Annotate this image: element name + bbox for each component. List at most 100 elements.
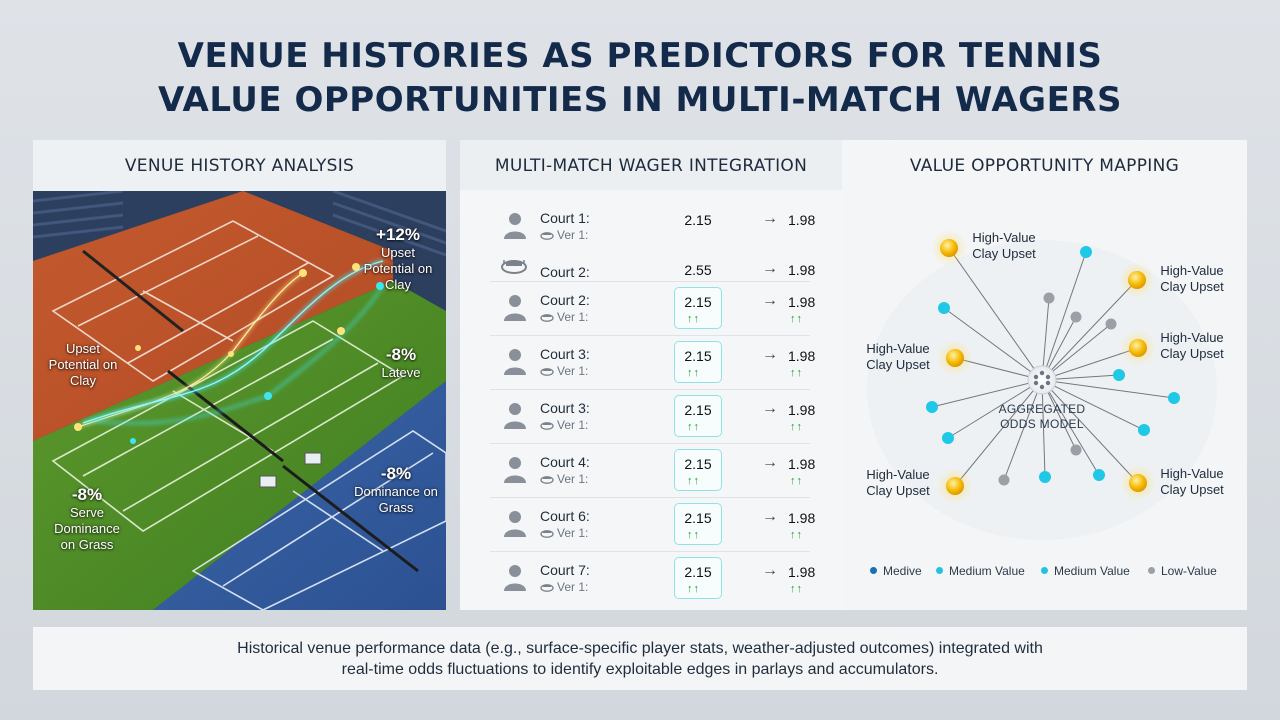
court-label: Court 1: bbox=[540, 210, 590, 226]
network-link bbox=[1041, 251, 1087, 381]
wager-row[interactable]: Court 3: Ver 1: ↑↑ ↑↑ 2.15 → 1.98 bbox=[490, 389, 815, 443]
annotation-value: -8% bbox=[71, 485, 103, 504]
low-value-node[interactable] bbox=[1070, 444, 1082, 456]
network-link bbox=[1041, 379, 1139, 484]
wager-row[interactable]: Court 2: 2.55 → 1.98 bbox=[490, 244, 815, 298]
medium-value-node[interactable] bbox=[1039, 471, 1051, 483]
hub-label: AGGREGATED ODDS MODEL bbox=[977, 402, 1107, 432]
high-value-node[interactable] bbox=[1120, 330, 1156, 366]
trend-up-icon: ↑↑ bbox=[687, 529, 700, 541]
opening-odds: 2.15 bbox=[684, 402, 712, 418]
arrow-right-icon: → bbox=[762, 292, 778, 309]
version-text: Ver 1: bbox=[557, 310, 589, 324]
odds-highlight-box[interactable] bbox=[674, 449, 722, 491]
legend-label: Medium Value bbox=[1054, 564, 1130, 578]
hub-label-line-2: ODDS MODEL bbox=[1000, 417, 1084, 431]
wager-row[interactable]: Court 3: Ver 1: ↑↑ ↑↑ 2.15 → 1.98 bbox=[490, 335, 815, 389]
person-icon bbox=[504, 510, 526, 538]
legend-label: Low-Value bbox=[1161, 564, 1217, 578]
wager-row[interactable]: Court 6: Ver 1: ↑↑ ↑↑ 2.15 → 1.98 bbox=[490, 497, 815, 551]
current-odds: 1.98 bbox=[788, 564, 816, 580]
network-link bbox=[1041, 379, 1046, 478]
court-label: Court 7: bbox=[540, 562, 590, 578]
trend-up-icon: ↑↑ bbox=[687, 475, 700, 487]
low-value-node[interactable] bbox=[1070, 311, 1082, 323]
wager-row[interactable]: Court 4: Ver 1: ↑↑ ↑↑ 2.15 → 1.98 bbox=[490, 443, 815, 497]
stadium-icon bbox=[540, 419, 554, 430]
odds-highlight-box[interactable] bbox=[674, 341, 722, 383]
arrow-right-icon: → bbox=[762, 260, 778, 277]
current-odds: 1.98 bbox=[788, 456, 816, 472]
legend-item: Low-Value bbox=[1148, 564, 1217, 578]
stadium-icon bbox=[540, 581, 554, 592]
annotation-text: Lateve bbox=[381, 365, 421, 380]
footer-line-2: real-time odds fluctuations to identify … bbox=[341, 661, 939, 678]
annotation-value: -8% bbox=[385, 345, 417, 364]
version-label: Ver 1: bbox=[540, 526, 588, 540]
legend-dot-icon bbox=[1041, 567, 1048, 574]
low-value-node[interactable] bbox=[998, 474, 1010, 486]
odds-highlight-box[interactable] bbox=[674, 503, 722, 545]
stadium-icon bbox=[540, 229, 554, 240]
trend-up-icon: ↑↑ bbox=[687, 421, 700, 433]
medium-value-node[interactable] bbox=[926, 401, 938, 413]
stadium-icon bbox=[540, 473, 554, 484]
medium-value-node[interactable] bbox=[1168, 392, 1180, 404]
high-value-node[interactable] bbox=[931, 230, 967, 266]
annotation-text: Upset Potential on Clay bbox=[363, 245, 433, 292]
current-odds: 1.98 bbox=[788, 348, 816, 364]
value-mapping-heading: VALUE OPPORTUNITY MAPPING bbox=[909, 156, 1180, 176]
node-label-high-value: High-Value Clay Upset bbox=[1160, 330, 1224, 361]
high-value-node[interactable] bbox=[1119, 262, 1155, 298]
venue-history-heading: VENUE HISTORY ANALYSIS bbox=[124, 156, 355, 176]
medium-value-node[interactable] bbox=[1093, 469, 1105, 481]
network-link bbox=[1041, 279, 1138, 381]
version-text: Ver 1: bbox=[557, 228, 589, 242]
medium-value-node[interactable] bbox=[1113, 369, 1125, 381]
network-link bbox=[947, 379, 1043, 439]
court-illustration bbox=[33, 191, 446, 610]
court-label: Court 3: bbox=[540, 346, 590, 362]
legend-label: Medium Value bbox=[949, 564, 1025, 578]
low-value-node[interactable] bbox=[1105, 318, 1117, 330]
medium-value-node[interactable] bbox=[1080, 246, 1092, 258]
node-label-high-value: High-Value Clay Upset bbox=[866, 467, 930, 498]
medium-value-node[interactable] bbox=[938, 302, 950, 314]
version-label: Ver 1: bbox=[540, 310, 588, 324]
odds-highlight-box[interactable] bbox=[674, 287, 722, 329]
wager-row[interactable]: Court 1: Ver 1: 2.15 → 1.98 bbox=[490, 200, 815, 254]
current-odds: 1.98 bbox=[788, 212, 816, 228]
arrow-right-icon: → bbox=[762, 508, 778, 525]
annotation-text: Upset Potential on Clay bbox=[48, 341, 118, 388]
medium-value-node[interactable] bbox=[1138, 424, 1150, 436]
odds-highlight-box[interactable] bbox=[674, 557, 722, 599]
version-label: Ver 1: bbox=[540, 580, 588, 594]
annotation-upset-clay-top: +12% Upset Potential on Clay bbox=[363, 225, 433, 293]
network-link bbox=[1003, 379, 1043, 481]
legend-dot-icon bbox=[936, 567, 943, 574]
hub-node bbox=[1027, 365, 1057, 395]
high-value-node[interactable] bbox=[937, 340, 973, 376]
trend-up-icon: ↑↑ bbox=[790, 529, 803, 541]
network-link bbox=[1041, 323, 1112, 381]
footer-line-1: Historical venue performance data (e.g.,… bbox=[237, 640, 1043, 657]
title-line-1: VENUE HISTORIES AS PREDICTORS FOR TENNIS bbox=[177, 36, 1103, 76]
low-value-node[interactable] bbox=[1043, 292, 1055, 304]
venue-history-panel: VENUE HISTORY ANALYSIS bbox=[33, 140, 446, 610]
arrow-right-icon: → bbox=[762, 210, 778, 227]
current-odds: 1.98 bbox=[788, 262, 816, 278]
version-label: Ver 1: bbox=[540, 418, 588, 432]
high-value-node[interactable] bbox=[937, 468, 973, 504]
arrow-right-icon: → bbox=[762, 454, 778, 471]
high-value-node[interactable] bbox=[1120, 465, 1156, 501]
trend-up-icon: ↑↑ bbox=[687, 367, 700, 379]
legend-item: Medium Value bbox=[1041, 564, 1130, 578]
odds-highlight-box[interactable] bbox=[674, 395, 722, 437]
version-text: Ver 1: bbox=[557, 472, 589, 486]
wager-row[interactable]: Court 2: Ver 1: ↑↑ ↑↑ 2.15 → 1.98 bbox=[490, 281, 815, 335]
trend-up-icon: ↑↑ bbox=[687, 313, 700, 325]
medium-value-node[interactable] bbox=[942, 432, 954, 444]
annotation-text: Serve Dominance on Grass bbox=[54, 505, 120, 552]
wager-row[interactable]: Court 7: Ver 1: ↑↑ ↑↑ 2.15 → 1.98 bbox=[490, 551, 815, 605]
hub-icon bbox=[1033, 370, 1051, 390]
